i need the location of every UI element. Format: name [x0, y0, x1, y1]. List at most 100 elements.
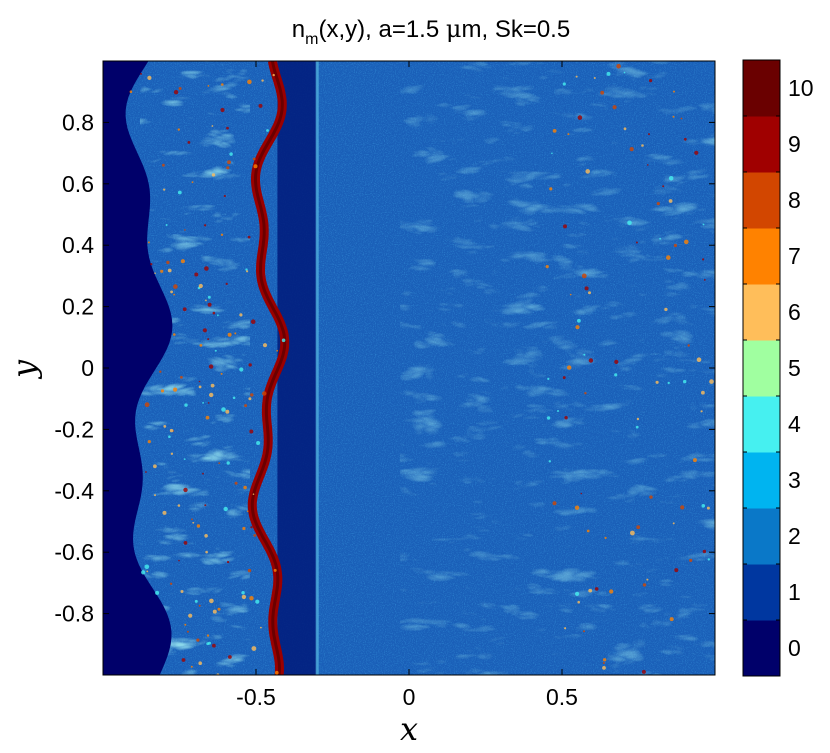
- hot-spot: [239, 313, 243, 317]
- hot-spot: [183, 458, 186, 460]
- hot-spot: [248, 363, 252, 367]
- hot-spot: [198, 661, 202, 665]
- hot-spot: [180, 375, 183, 379]
- hot-spot: [205, 299, 207, 302]
- hot-spot: [575, 591, 580, 597]
- hot-spot: [276, 349, 279, 352]
- hot-spot: [612, 105, 617, 110]
- hot-spot: [207, 338, 210, 341]
- colorbar-segment: [743, 340, 780, 397]
- colorbar-segment: [743, 284, 780, 341]
- hot-spot: [162, 163, 165, 167]
- hot-spot: [227, 332, 232, 337]
- hot-spot: [184, 623, 187, 626]
- heatmap-plot: [103, 61, 715, 675]
- hot-spot: [173, 293, 176, 296]
- hot-spot: [606, 71, 611, 76]
- hot-spot: [178, 559, 180, 562]
- y-tick-label: 0.2: [62, 294, 94, 320]
- hot-spot: [205, 550, 208, 554]
- hot-spot: [256, 441, 261, 445]
- hot-spot: [656, 202, 660, 206]
- hot-spot: [196, 524, 201, 528]
- hot-spot: [583, 630, 585, 633]
- hot-spot: [165, 224, 168, 226]
- hot-spot: [247, 79, 252, 85]
- hot-spot: [160, 269, 164, 273]
- hot-spot: [602, 658, 607, 662]
- colorbar-label: 7: [788, 243, 801, 269]
- hot-spot: [577, 600, 580, 604]
- hot-spot: [614, 359, 619, 364]
- hot-spot: [627, 220, 632, 226]
- hot-spot: [194, 272, 199, 277]
- hot-spot: [602, 666, 606, 670]
- hot-spot: [145, 471, 147, 473]
- hot-spot: [547, 377, 550, 380]
- hot-spot: [248, 397, 252, 401]
- heatmap-left-streaks: [140, 61, 250, 675]
- hot-spot: [609, 589, 614, 594]
- hot-spot: [694, 150, 699, 155]
- hot-spot: [683, 137, 687, 141]
- hot-spot: [188, 613, 193, 618]
- hot-spot: [154, 494, 156, 497]
- hot-spot: [255, 599, 260, 604]
- x-ticks: -0.5 0 0.5: [236, 61, 578, 710]
- hot-spot: [262, 343, 268, 348]
- gap-region: [277, 61, 318, 675]
- hot-spot: [687, 344, 690, 347]
- hot-spot: [684, 239, 689, 245]
- hot-spot: [667, 381, 670, 385]
- hot-spot: [600, 90, 605, 95]
- hot-spot: [580, 492, 583, 495]
- heatmap-streaks: [400, 61, 715, 675]
- hot-spot: [567, 133, 570, 136]
- hot-spot: [252, 157, 256, 161]
- hot-spot: [584, 286, 589, 291]
- hot-spot: [546, 416, 551, 420]
- hot-spot: [206, 642, 210, 646]
- hot-spot: [604, 536, 607, 540]
- hot-spot: [545, 265, 549, 269]
- x-tick-label: 0: [403, 684, 416, 710]
- y-tick-label: 0: [81, 355, 94, 381]
- hot-spot: [683, 379, 687, 384]
- y-tick-label: -0.6: [54, 539, 94, 565]
- hot-spot: [707, 558, 710, 561]
- hot-spot: [177, 504, 181, 507]
- hot-spot: [183, 541, 188, 545]
- hot-spot: [623, 71, 626, 74]
- hot-spot: [225, 409, 230, 414]
- hot-spot: [211, 125, 214, 127]
- hot-spot: [647, 164, 649, 166]
- hot-spot: [207, 295, 211, 299]
- hot-spot: [577, 318, 581, 323]
- hot-spot: [680, 505, 685, 510]
- hot-spot: [581, 273, 587, 279]
- hot-spot: [700, 410, 703, 413]
- hot-spot: [144, 564, 150, 570]
- hot-spot: [646, 578, 649, 581]
- hot-spot: [701, 390, 705, 395]
- hot-spot: [642, 583, 647, 587]
- hot-spot: [692, 458, 697, 463]
- y-tick-label: 0.6: [62, 171, 94, 197]
- hot-spot: [170, 452, 174, 455]
- hot-spot: [210, 383, 215, 388]
- colorbar: 0 1 2 3 4 5 6 7 8 9 10: [742, 59, 814, 677]
- hot-spot: [226, 126, 229, 130]
- hot-spot: [191, 518, 193, 521]
- colorbar-label: 3: [788, 467, 801, 493]
- hot-spot: [562, 376, 566, 380]
- hot-spot: [147, 241, 150, 244]
- hot-spot: [227, 160, 231, 165]
- hot-spot: [177, 128, 180, 131]
- hot-spot: [666, 255, 671, 260]
- hot-spot: [181, 658, 186, 662]
- hot-spot: [250, 393, 254, 397]
- hot-spot: [155, 590, 160, 595]
- hot-spot: [260, 626, 262, 629]
- hot-spot: [253, 534, 257, 537]
- hot-spot: [220, 107, 225, 113]
